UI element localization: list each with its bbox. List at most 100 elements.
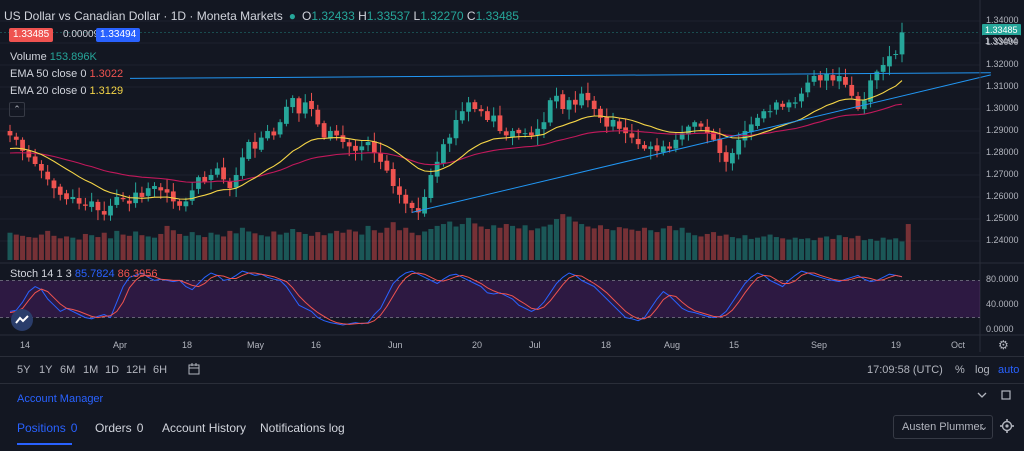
ema50-legend[interactable]: EMA 50 close 0 1.3022 (10, 68, 123, 80)
range-1d-button[interactable]: 1D (105, 364, 120, 376)
volume-bar (748, 238, 754, 260)
price-tick-label: 1.24000 (986, 235, 1019, 245)
volume-bar (484, 229, 490, 260)
volume-bar (711, 232, 717, 260)
candle-body (799, 93, 804, 102)
volume-bar (89, 235, 95, 260)
tab-orders[interactable]: Orders 0 (95, 421, 143, 435)
sell-price-button[interactable]: 1.33485 (9, 28, 54, 42)
symbol-legend[interactable]: US Dollar vs Canadian Dollar · 1D · Mone… (4, 9, 519, 23)
volume-bar (767, 234, 773, 260)
time-tick-label: 20 (472, 340, 483, 350)
gear-icon[interactable] (1000, 419, 1014, 433)
buy-price-button[interactable]: 1.33494 (96, 28, 141, 42)
volume-bar (579, 224, 585, 260)
chart-area[interactable]: US Dollar vs Canadian Dollar · 1D · Mone… (0, 0, 1024, 352)
range-5y-button[interactable]: 5Y (17, 364, 31, 376)
candle-body (95, 201, 101, 211)
account-manager-title[interactable]: Account Manager (17, 393, 104, 405)
bottom-toolbar: 5Y 1Y 6M 1M 1D 12H 6H 17:09:58 (UTC) % l… (0, 356, 1024, 383)
ask-price-tag: 1.33494 (982, 35, 1021, 47)
volume-bar (623, 228, 629, 260)
range-6m-button[interactable]: 6M (60, 364, 76, 376)
stoch-d-line (9, 272, 903, 325)
account-manager-panel: Account Manager Positions 0 Orders 0 Accou… (0, 383, 1024, 451)
candle-body (491, 115, 497, 122)
tab-account-history[interactable]: Account History (162, 421, 246, 435)
clock-time[interactable]: 17:09:58 (UTC) (867, 364, 943, 376)
candle-body (7, 131, 13, 136)
candle-body (579, 93, 585, 106)
time-tick-label: 16 (311, 340, 322, 350)
price-tick-label: 1.30000 (986, 103, 1019, 113)
range-12h-button[interactable]: 12H (126, 364, 147, 376)
candle-body (227, 180, 233, 189)
volume-bar (510, 225, 516, 260)
stoch-legend[interactable]: Stoch 14 1 3 85.7824 86.3956 (10, 268, 157, 280)
candle-body (811, 76, 817, 82)
volume-bar (183, 235, 189, 260)
price-tick-label: 1.32000 (986, 59, 1019, 69)
candle-body (359, 146, 365, 151)
volume-bar (346, 229, 352, 260)
volume-bar (874, 240, 880, 260)
price-tick-label: 1.33000 (986, 37, 1019, 47)
candle-body (830, 75, 836, 81)
log-scale-toggle[interactable]: log (975, 364, 990, 376)
candle-body (786, 102, 792, 108)
candle-body (673, 139, 679, 149)
time-tick-label: 18 (601, 340, 612, 350)
candle-body (704, 126, 710, 134)
volume-bar (76, 239, 82, 260)
symbol-title[interactable]: US Dollar vs Canadian Dollar · 1D · Mone… (4, 9, 283, 23)
volume-bar (654, 232, 660, 260)
candle-body (164, 189, 170, 193)
candle-body (441, 144, 446, 164)
volume-bar (855, 235, 861, 260)
candle-body (76, 198, 82, 204)
chart-settings-icon[interactable]: ⚙ (998, 338, 1009, 352)
price-tick-label: 1.29000 (986, 125, 1019, 135)
percent-scale-toggle[interactable]: % (955, 364, 965, 376)
volume-bar (283, 232, 289, 260)
volume-bar (403, 227, 409, 260)
range-1y-button[interactable]: 1Y (39, 364, 53, 376)
ohlc-high: H1.33537 (358, 9, 411, 23)
date-range-icon[interactable] (188, 363, 200, 375)
minimize-icon[interactable] (977, 390, 987, 400)
volume-bar (522, 225, 528, 260)
auto-scale-toggle[interactable]: auto (998, 364, 1020, 376)
stoch-tick-label: 0.0000 (986, 324, 1014, 334)
volume-bar (742, 235, 748, 260)
candle-body (208, 175, 214, 180)
ema20-legend[interactable]: EMA 20 close 0 1.3129 (10, 85, 123, 97)
candle-body (240, 157, 245, 176)
candle-body (403, 194, 409, 204)
collapse-legend-button[interactable]: ⌃ (9, 102, 25, 117)
maximize-icon[interactable] (1001, 390, 1011, 400)
volume-bar (82, 233, 88, 260)
candle-body (39, 164, 44, 171)
volume-bar (290, 229, 296, 260)
volume-bar (478, 226, 484, 260)
range-1m-button[interactable]: 1M (83, 364, 99, 376)
candle-body (642, 145, 647, 149)
range-6h-button[interactable]: 6H (153, 364, 168, 376)
tab-positions[interactable]: Positions 0 (17, 421, 77, 435)
candle-body (20, 139, 25, 151)
tab-notifications-log[interactable]: Notifications log (260, 421, 345, 435)
candle-body (346, 142, 352, 147)
chevron-up-icon: ⌃ (13, 104, 21, 114)
candle-body (660, 146, 666, 153)
time-tick-label: May (247, 340, 265, 350)
candle-body (541, 122, 547, 130)
candle-body (792, 102, 798, 104)
candle-body (516, 129, 522, 134)
candle-body (616, 121, 622, 129)
candle-body (296, 98, 302, 114)
chart-canvas[interactable] (0, 0, 1024, 352)
broker-logo-icon[interactable] (11, 309, 33, 331)
volume-bar (861, 240, 867, 260)
account-select[interactable]: Austen Plummer ⌄ (893, 415, 993, 439)
volume-legend[interactable]: Volume 153.896K (10, 51, 97, 63)
